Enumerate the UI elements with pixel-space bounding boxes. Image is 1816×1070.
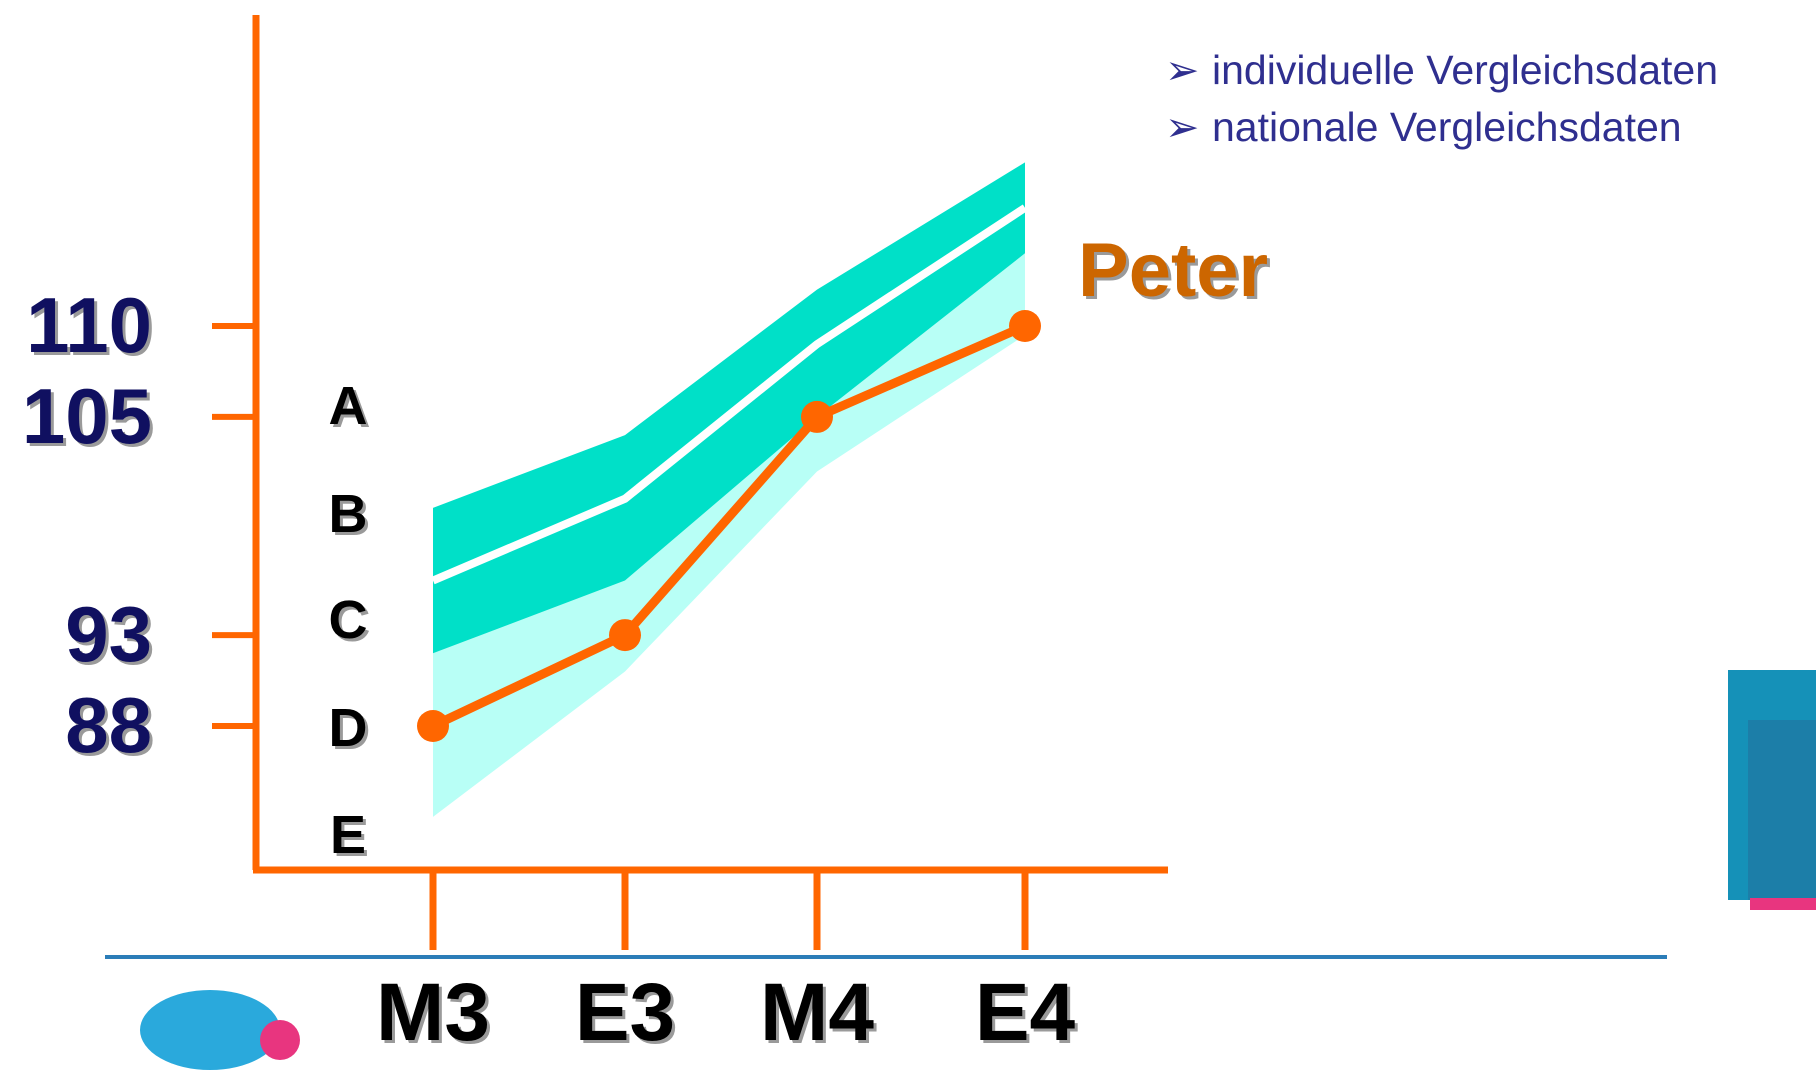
legend-item-label: individuelle Vergleichsdaten: [1212, 47, 1719, 93]
series-line-peter: [431, 321, 1027, 731]
national-median-line: [431, 204, 1028, 585]
legend-list: ➢ individuelle Vergleichsdaten ➢ nationale…: [1165, 42, 1718, 156]
data-point-e3: [609, 619, 641, 652]
label-text: C: [329, 590, 368, 650]
grade-label-a: AA: [329, 376, 371, 439]
chart-axes: [212, 15, 1168, 950]
cito-logo-accent-icon: [260, 1020, 300, 1060]
arrow-bullet-icon: ➢: [1165, 47, 1200, 93]
label-shadow: 110: [29, 284, 155, 372]
label-text: E4: [975, 967, 1076, 1049]
label-text: E: [330, 805, 366, 865]
data-point-m3: [417, 710, 449, 742]
label-text: 88: [65, 681, 152, 769]
cito-logo-icon: [140, 990, 280, 1070]
decorative-photo-inner: [1748, 720, 1816, 900]
label-shadow: C: [332, 593, 371, 653]
label-shadow: E: [333, 808, 369, 868]
label-shadow: B: [332, 487, 371, 547]
label-text: M4: [760, 967, 874, 1049]
label-text: 105: [22, 372, 152, 460]
label-shadow: E4: [978, 970, 1079, 1049]
label-text: A: [329, 376, 368, 436]
label-text: D: [329, 698, 368, 758]
comparison-bands: [431, 162, 1028, 817]
label-text: Peter: [1078, 228, 1268, 313]
legend-item-label: nationale Vergleichsdaten: [1212, 104, 1682, 150]
label-shadow: M3: [379, 970, 493, 1049]
legend-item-individual: ➢ individuelle Vergleichsdaten: [1165, 42, 1718, 99]
label-shadow: Peter: [1081, 231, 1271, 316]
label-shadow: D: [332, 701, 371, 761]
grade-label-e: EE: [330, 805, 369, 868]
decorative-stripe: [1750, 898, 1816, 910]
label-shadow: 93: [68, 593, 155, 681]
label-text: 110: [26, 281, 152, 369]
footer-divider: [105, 955, 1667, 959]
grade-label-c: CC: [329, 590, 371, 653]
data-point-m4: [801, 400, 833, 433]
arrow-bullet-icon: ➢: [1165, 104, 1200, 150]
label-text: E3: [575, 967, 675, 1049]
label-shadow: E3: [578, 970, 678, 1049]
label-text: 93: [65, 590, 152, 678]
label-shadow: A: [332, 379, 371, 439]
national-band-dark: [433, 162, 1025, 654]
label-text: B: [329, 484, 368, 544]
label-shadow: 105: [25, 375, 155, 463]
data-point-e4: [1009, 310, 1041, 342]
label-text: M3: [376, 967, 490, 1049]
label-shadow: M4: [763, 970, 877, 1049]
label-shadow: 88: [68, 684, 155, 772]
grade-label-d: DD: [329, 698, 371, 761]
grade-label-b: BB: [329, 484, 371, 547]
series-peter: [417, 310, 1041, 742]
legend-item-national: ➢ nationale Vergleichsdaten: [1165, 99, 1718, 156]
